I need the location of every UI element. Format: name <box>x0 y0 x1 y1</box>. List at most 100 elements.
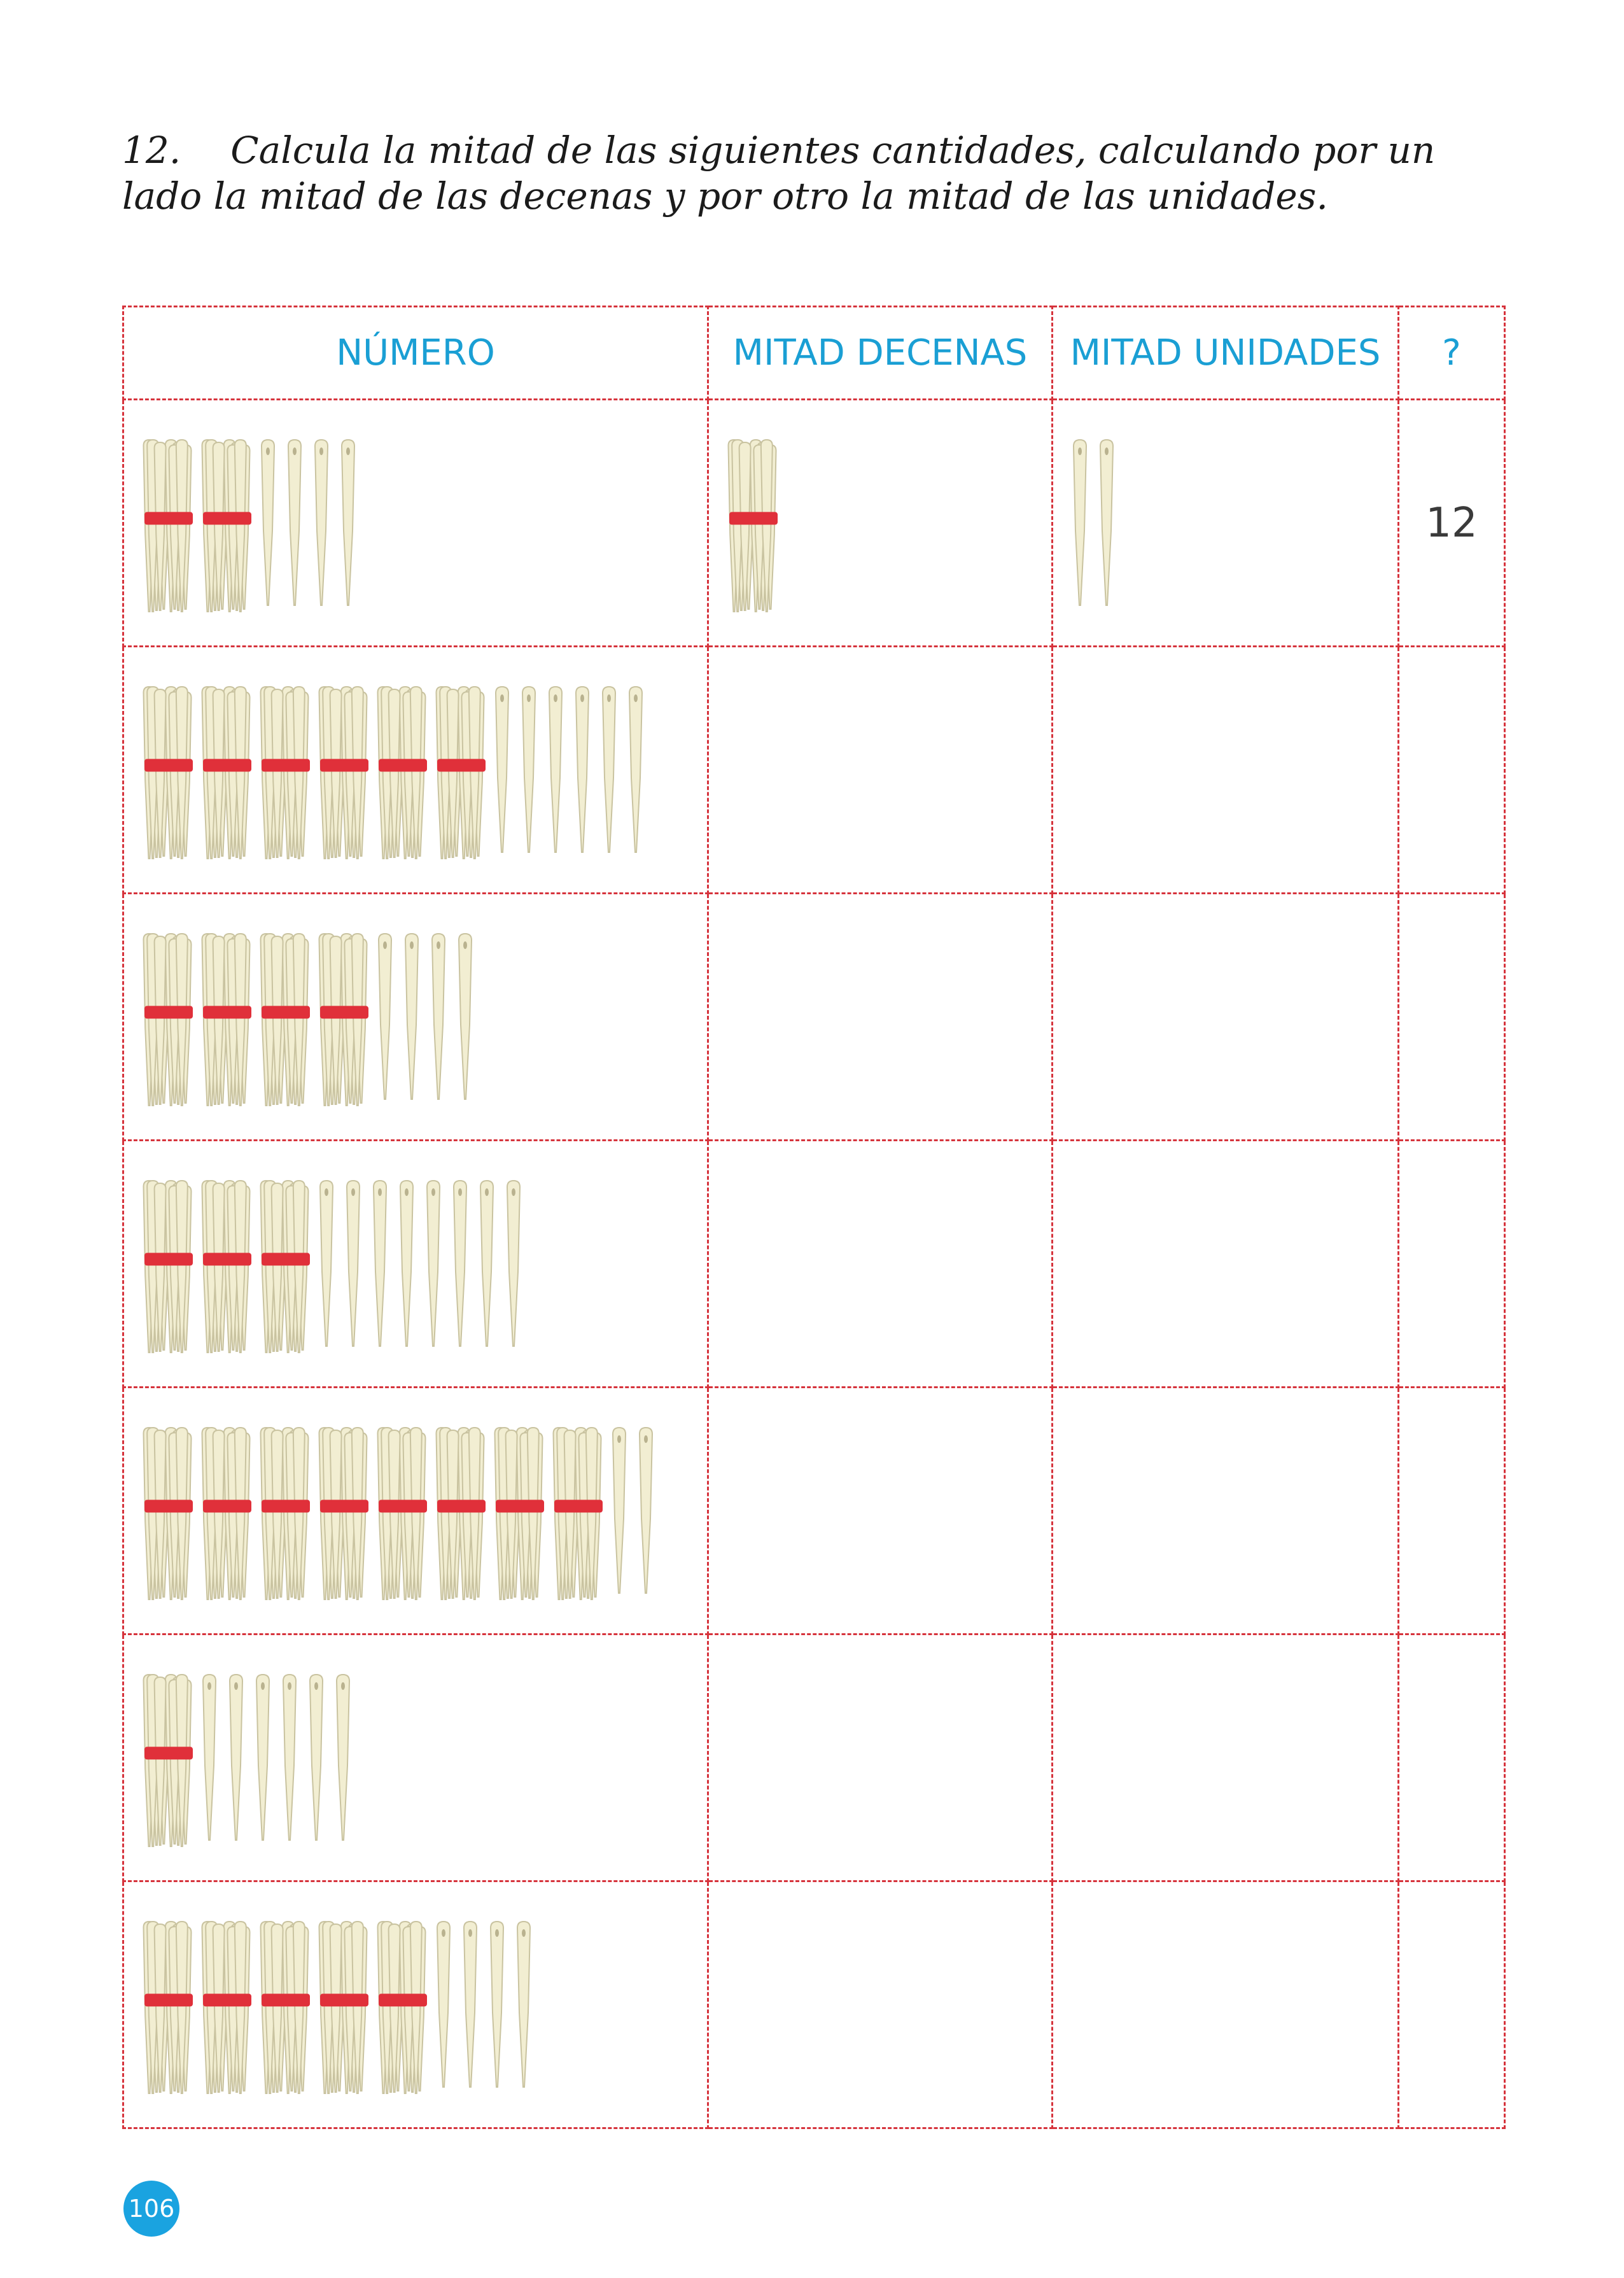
manipulatives-drawing <box>1072 439 1114 606</box>
single-stick-icon <box>601 686 617 853</box>
single-stick-icon <box>426 1179 441 1347</box>
bundle-of-ten-icon <box>260 1426 310 1600</box>
numero-cell <box>122 892 709 1141</box>
single-stick-icon <box>431 932 446 1100</box>
single-stick-icon <box>399 1179 414 1347</box>
single-stick-icon <box>612 1426 627 1594</box>
single-stick-icon <box>494 686 510 853</box>
bundle-of-ten-icon <box>260 1179 310 1353</box>
table-row: 12 <box>122 398 1506 647</box>
result-cell <box>1397 645 1506 894</box>
mitad-decenas-cell <box>707 645 1053 894</box>
header-numero: NÚMERO <box>122 306 709 400</box>
bundle-of-ten-icon <box>552 1426 603 1600</box>
bundle-of-ten-icon <box>260 1920 310 2094</box>
single-stick-icon <box>506 1179 521 1347</box>
bundle-of-ten-icon <box>201 1920 251 2094</box>
bundle-of-ten-icon <box>143 439 193 612</box>
table-row <box>122 1880 1506 2129</box>
single-stick-icon <box>340 439 356 606</box>
single-stick-icon <box>372 1179 388 1347</box>
exercise-text: Calcula la mitad de las siguientes canti… <box>122 129 1436 218</box>
single-stick-icon <box>479 1179 494 1347</box>
single-stick-icon <box>548 686 563 853</box>
table-row <box>122 645 1506 894</box>
header-resultado: ? <box>1397 306 1506 400</box>
header-mitad-unidades: MITAD UNIDADES <box>1051 306 1399 400</box>
bundle-of-ten-icon <box>201 686 251 859</box>
single-stick-icon <box>404 932 419 1100</box>
result-cell <box>1397 1880 1506 2129</box>
manipulatives-drawing <box>143 1673 351 1847</box>
bundle-of-ten-icon <box>143 1673 193 1847</box>
bundle-of-ten-icon <box>494 1426 544 1600</box>
mitad-decenas-cell <box>707 398 1053 647</box>
result-cell <box>1397 1386 1506 1635</box>
bundle-of-ten-icon <box>201 1179 251 1353</box>
mitad-decenas-cell <box>707 892 1053 1141</box>
mitad-unidades-cell <box>1051 1386 1399 1635</box>
manipulatives-drawing <box>143 686 643 859</box>
mitad-unidades-cell <box>1051 398 1399 647</box>
single-stick-icon <box>1072 439 1088 606</box>
bundle-of-ten-icon <box>143 686 193 859</box>
mitad-unidades-cell <box>1051 1633 1399 1882</box>
mitad-decenas-cell <box>707 1880 1053 2129</box>
bundle-of-ten-icon <box>143 1426 193 1600</box>
bundle-of-ten-icon <box>435 1426 486 1600</box>
single-stick-icon <box>287 439 302 606</box>
numero-cell <box>122 645 709 894</box>
numero-cell <box>122 1139 709 1388</box>
bundle-of-ten-icon <box>201 932 251 1106</box>
bundle-of-ten-icon <box>318 686 368 859</box>
exercise-number: 12. <box>122 129 181 172</box>
mitad-unidades-cell <box>1051 1880 1399 2129</box>
header-mitad-decenas: MITAD DECENAS <box>707 306 1053 400</box>
bundle-of-ten-icon <box>201 439 251 612</box>
single-stick-icon <box>521 686 536 853</box>
single-stick-icon <box>575 686 590 853</box>
result-cell: 12 <box>1397 398 1506 647</box>
numero-cell <box>122 398 709 647</box>
single-stick-icon <box>202 1673 217 1841</box>
single-stick-icon <box>346 1179 361 1347</box>
numero-cell <box>122 1633 709 1882</box>
bundle-of-ten-icon <box>377 1426 427 1600</box>
mitad-unidades-cell <box>1051 892 1399 1141</box>
mitad-decenas-cell <box>707 1633 1053 1882</box>
bundle-of-ten-icon <box>260 686 310 859</box>
single-stick-icon <box>260 439 276 606</box>
exercise-instruction: 12. Calcula la mitad de las siguientes ca… <box>122 127 1522 219</box>
single-stick-icon <box>638 1426 654 1594</box>
bundle-of-ten-icon <box>143 1920 193 2094</box>
answer-value: 12 <box>1425 499 1478 547</box>
single-stick-icon <box>452 1179 468 1347</box>
single-stick-icon <box>377 932 393 1100</box>
table-row <box>122 1633 1506 1882</box>
bundle-of-ten-icon <box>318 1426 368 1600</box>
bundle-of-ten-icon <box>260 932 310 1106</box>
single-stick-icon <box>436 1920 451 2088</box>
single-stick-icon <box>516 1920 531 2088</box>
table-row <box>122 1386 1506 1635</box>
manipulatives-drawing <box>143 1920 531 2094</box>
single-stick-icon <box>314 439 329 606</box>
single-stick-icon <box>1099 439 1114 606</box>
bundle-of-ten-icon <box>318 1920 368 2094</box>
bundle-of-ten-icon <box>727 439 778 612</box>
single-stick-icon <box>309 1673 324 1841</box>
table-row <box>122 1139 1506 1388</box>
single-stick-icon <box>458 932 473 1100</box>
bundle-of-ten-icon <box>435 686 486 859</box>
header-row: NÚMERO MITAD DECENAS MITAD UNIDADES ? <box>122 306 1506 400</box>
result-cell <box>1397 892 1506 1141</box>
bundle-of-ten-icon <box>318 932 368 1106</box>
mitad-decenas-cell <box>707 1386 1053 1635</box>
single-stick-icon <box>489 1920 505 2088</box>
single-stick-icon <box>228 1673 244 1841</box>
single-stick-icon <box>282 1673 297 1841</box>
result-cell <box>1397 1139 1506 1388</box>
single-stick-icon <box>319 1179 334 1347</box>
bundle-of-ten-icon <box>143 932 193 1106</box>
single-stick-icon <box>335 1673 351 1841</box>
